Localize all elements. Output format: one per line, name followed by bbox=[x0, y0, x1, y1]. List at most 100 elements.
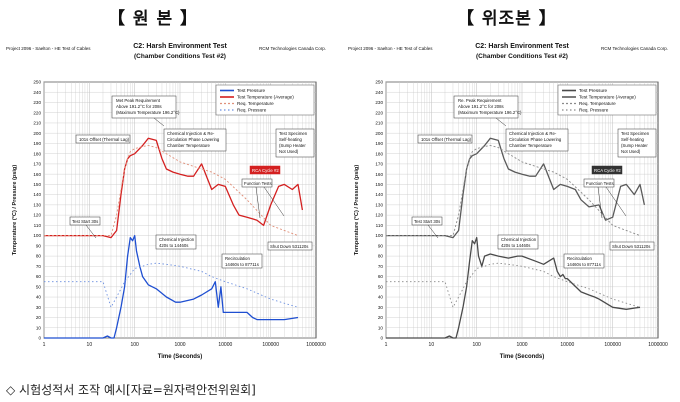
y-tick-label: 120 bbox=[375, 213, 383, 218]
annotation-rca-box bbox=[591, 165, 623, 175]
y-tick-label: 40 bbox=[378, 295, 384, 300]
y-tick-label: 180 bbox=[375, 151, 383, 156]
annotation-start: Test Start 30s bbox=[72, 219, 98, 224]
annotation-peak-box bbox=[453, 95, 519, 119]
chart-forged: Project 2096 - Saelton - HE Test of Cabl… bbox=[348, 43, 668, 360]
annotation-selfheat-box bbox=[617, 128, 657, 158]
chart-header-left: Project 2096 - Saelton - HE Test of Cabl… bbox=[6, 46, 91, 51]
x-tick-label: 10 bbox=[87, 342, 93, 348]
y-tick-label: 120 bbox=[33, 213, 41, 218]
annotation-function-box bbox=[583, 178, 615, 188]
y-tick-label: 200 bbox=[33, 131, 41, 136]
annotation-recirc-box bbox=[221, 253, 263, 269]
annotation-start-box bbox=[69, 216, 101, 226]
y-tick-label: 110 bbox=[376, 223, 384, 228]
annotation-peak-3: (Maximum Temperature 196.2°C) bbox=[458, 110, 522, 115]
annotation-injection-2: 420s to 14460s bbox=[159, 243, 188, 248]
y-tick-label: 50 bbox=[36, 284, 42, 289]
y-tick-label: 180 bbox=[33, 151, 41, 156]
annotation-peak-2: Above 191.2°C for 208s bbox=[458, 104, 504, 109]
y-tick-label: 100 bbox=[375, 233, 383, 238]
y-tick-label: 80 bbox=[36, 254, 42, 259]
y-tick-label: 230 bbox=[33, 100, 41, 105]
y-tick-label: 200 bbox=[375, 131, 383, 136]
y-axis-label: Temperature (°C) / Pressure (psig) bbox=[12, 165, 18, 256]
annotation-recirc-box bbox=[563, 253, 605, 269]
annotation-shutdown-box bbox=[609, 241, 655, 251]
y-tick-label: 0 bbox=[38, 336, 41, 341]
y-tick-label: 50 bbox=[378, 284, 384, 289]
legend-item-4: Req. Pressure bbox=[237, 108, 267, 113]
annotation-injection-1: Chemical Injection bbox=[501, 237, 537, 242]
y-tick-label: 240 bbox=[375, 90, 383, 95]
series-line-2 bbox=[44, 137, 304, 239]
y-tick-label: 60 bbox=[36, 274, 42, 279]
y-tick-label: 220 bbox=[375, 110, 383, 115]
annotation-arrow bbox=[153, 117, 165, 127]
annotation-shutdown-box bbox=[267, 241, 313, 251]
y-tick-label: 160 bbox=[33, 172, 41, 177]
annotation-recirc-1: Recirculation bbox=[225, 256, 250, 261]
legend-item-1: Test Pressure bbox=[237, 88, 266, 93]
chart-title: C2: Harsh Environment Test bbox=[133, 43, 227, 50]
x-tick-label: 10000 bbox=[560, 342, 574, 348]
annotation-selfheat-1: Test Specimen bbox=[621, 131, 650, 136]
annotation-phase-3: Chamber Temperature bbox=[167, 143, 211, 148]
chart-subtitle: (Chamber Conditions Test #2) bbox=[476, 53, 568, 60]
annotation-phase-2: Circulation Phase Lowering bbox=[509, 137, 562, 142]
y-tick-label: 220 bbox=[33, 110, 41, 115]
annotation-injection-2: 420s to 14460s bbox=[501, 243, 530, 248]
chart-panel-forged: Project 2096 - Saelton - HE Test of Cabl… bbox=[346, 38, 676, 378]
x-tick-label: 1 bbox=[43, 342, 46, 348]
annotation-recirc-1: Recirculation bbox=[567, 256, 592, 261]
y-tick-label: 20 bbox=[378, 315, 384, 320]
y-tick-label: 140 bbox=[375, 192, 383, 197]
annotation-peak-2: Above 191.2°C for 208s bbox=[116, 104, 162, 109]
chart-subtitle: (Chamber Conditions Test #2) bbox=[134, 53, 226, 60]
annotation-arrow bbox=[597, 186, 603, 219]
x-tick-label: 10 bbox=[429, 342, 435, 348]
annotation-arrow bbox=[255, 186, 261, 219]
y-tick-label: 210 bbox=[375, 121, 383, 126]
annotation-arrow bbox=[85, 224, 97, 239]
series-line-1 bbox=[386, 236, 641, 339]
y-tick-label: 30 bbox=[378, 305, 384, 310]
annotation-start-box bbox=[411, 216, 443, 226]
x-tick-label: 1000000 bbox=[306, 342, 326, 348]
series-line-1 bbox=[44, 234, 299, 339]
annotation-phase-box bbox=[505, 128, 569, 152]
series-line-2 bbox=[386, 137, 646, 239]
annotation-selfheat-4: Not Used) bbox=[621, 149, 641, 154]
y-tick-label: 90 bbox=[36, 243, 42, 248]
annotation-phase-3: Chamber Temperature bbox=[509, 143, 553, 148]
annotation-arrow bbox=[605, 186, 627, 217]
y-tick-label: 40 bbox=[36, 295, 42, 300]
y-tick-label: 0 bbox=[380, 336, 383, 341]
x-tick-label: 100 bbox=[130, 342, 139, 348]
y-tick-label: 10 bbox=[378, 325, 384, 330]
y-tick-label: 190 bbox=[375, 141, 383, 146]
annotation-arrow bbox=[427, 224, 439, 239]
x-tick-label: 10000 bbox=[218, 342, 232, 348]
y-tick-label: 10 bbox=[36, 325, 42, 330]
annotation-arrow bbox=[495, 117, 507, 127]
x-axis-label: Time (Seconds) bbox=[500, 354, 545, 360]
chart-header-right: RCM Technologies Canada Corp. bbox=[601, 46, 668, 51]
y-tick-label: 160 bbox=[375, 172, 383, 177]
annotation-phase-box bbox=[163, 128, 227, 152]
annotation-rca-box bbox=[249, 165, 281, 175]
y-tick-label: 90 bbox=[378, 243, 384, 248]
annotation-peak-1: Met Peak Requirement bbox=[116, 98, 161, 103]
chart-original: Project 2096 - Saelton - HE Test of Cabl… bbox=[6, 43, 326, 360]
y-tick-label: 170 bbox=[375, 162, 383, 167]
annotation-peak-box bbox=[111, 95, 177, 119]
x-tick-label: 1000000 bbox=[648, 342, 668, 348]
annotation-rca: RCA Cycle #2 bbox=[252, 168, 279, 173]
annotation-injection-1: Chemical Injection bbox=[159, 237, 195, 242]
caption: ◇ 시험성적서 조작 예시[자료=원자력안전위원회] bbox=[6, 383, 256, 397]
y-tick-label: 170 bbox=[33, 162, 41, 167]
legend-item-1: Test Pressure bbox=[579, 88, 608, 93]
y-tick-label: 70 bbox=[36, 264, 42, 269]
y-tick-label: 210 bbox=[33, 121, 41, 126]
annotation-function: Function Tests bbox=[586, 181, 614, 186]
